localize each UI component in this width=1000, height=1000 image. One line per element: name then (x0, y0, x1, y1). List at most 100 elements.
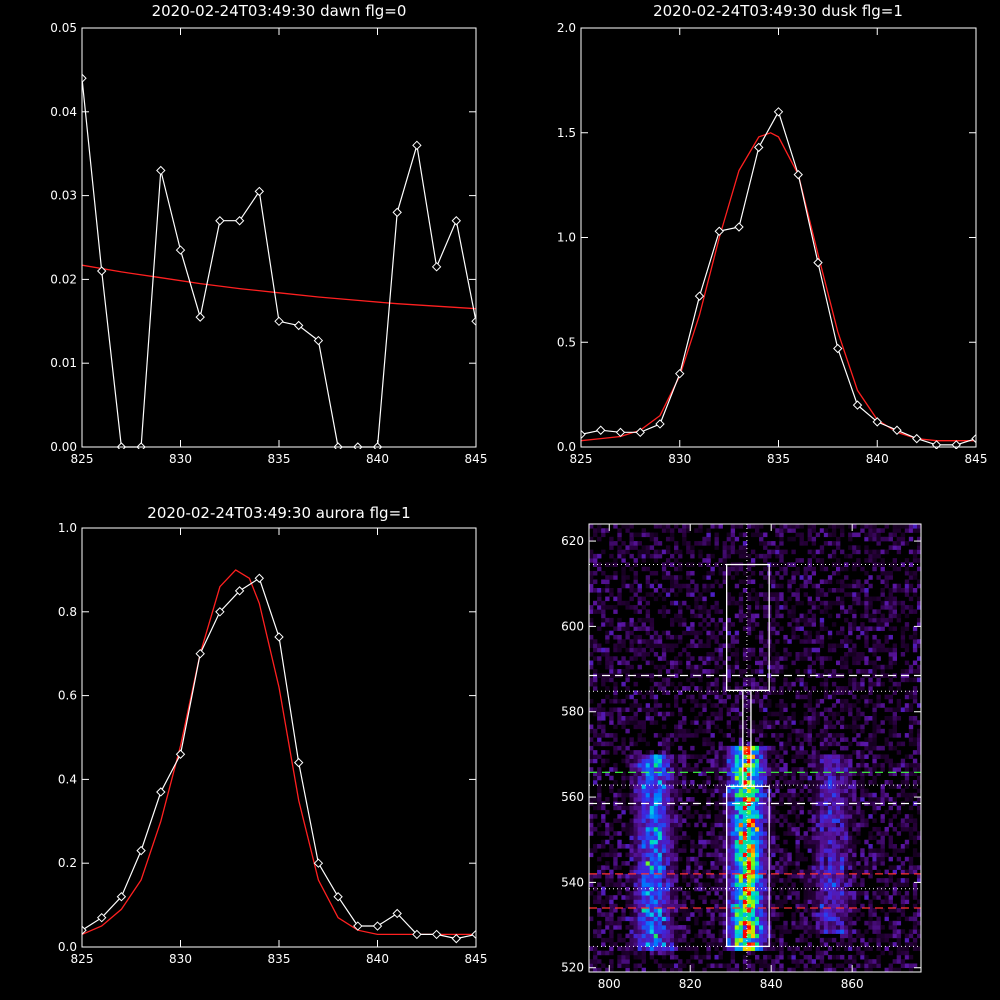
heatmap-cell (787, 946, 792, 951)
heatmap-cell (746, 831, 752, 836)
heatmap-cell (714, 818, 719, 823)
heatmap-cell (892, 762, 898, 768)
heatmap-cell (738, 613, 744, 619)
data-point (96, 912, 107, 923)
heatmap-cell (852, 856, 857, 862)
heatmap-cell (601, 652, 606, 657)
heatmap-cell (678, 634, 683, 640)
heatmap-cell (759, 805, 764, 811)
heatmap-cell (710, 583, 715, 589)
heatmap-cell (617, 886, 622, 892)
heatmap-cell (629, 583, 634, 589)
heatmap-cell (759, 899, 764, 905)
heatmap-cell (840, 780, 845, 785)
heatmap-cell (637, 826, 642, 832)
heatmap-cell (791, 754, 796, 759)
heatmap-cell (823, 792, 829, 798)
heatmap-cell (775, 912, 780, 917)
heatmap-cell (629, 848, 634, 853)
heatmap-cell (710, 669, 715, 674)
heatmap-cell (763, 592, 768, 597)
y-tick-label: 0.02 (50, 272, 77, 286)
heatmap-cell (759, 669, 764, 674)
heatmap-cell (629, 865, 634, 870)
heatmap-cell (722, 908, 727, 913)
heatmap-cell (710, 681, 715, 687)
heatmap-cell (674, 831, 679, 836)
heatmap-cell (625, 805, 630, 811)
heatmap-cell (730, 745, 736, 751)
heatmap-cell (589, 588, 594, 593)
heatmap-cell (746, 630, 752, 636)
heatmap-cell (746, 626, 752, 631)
heatmap-cell (645, 844, 651, 849)
heatmap-cell (742, 758, 748, 764)
heatmap-cell (823, 878, 829, 883)
x-tick-label: 830 (169, 952, 192, 966)
heatmap-cell (750, 558, 756, 563)
heatmap-cell (686, 873, 691, 879)
heatmap-cell (815, 895, 821, 900)
heatmap-cell (763, 767, 768, 772)
heatmap-cell (779, 942, 784, 947)
heatmap-cell (811, 570, 817, 576)
heatmap-cell (884, 797, 889, 802)
heatmap-cell (811, 869, 817, 875)
heatmap-cell (661, 788, 667, 794)
heatmap-cell (823, 882, 829, 887)
heatmap-cell (726, 694, 732, 700)
heatmap-cell (807, 788, 812, 794)
heatmap-cell (827, 878, 833, 883)
heatmap-cell (621, 908, 626, 913)
heatmap-cell (690, 869, 695, 875)
heatmap-cell (750, 835, 756, 841)
heatmap-cell (726, 566, 732, 572)
data-point (581, 429, 586, 440)
heatmap-cell (916, 831, 922, 836)
heatmap-cell (755, 758, 760, 764)
heatmap-cell (811, 822, 817, 828)
heatmap-cell (807, 694, 812, 700)
heatmap-cell (755, 767, 760, 772)
heatmap-cell (641, 950, 646, 956)
heatmap-cell (896, 916, 902, 922)
heatmap-cell (799, 912, 804, 917)
heatmap-cell (775, 750, 780, 755)
heatmap-cell (848, 831, 853, 836)
heatmap-cell (819, 856, 825, 862)
heatmap-cell (714, 605, 719, 610)
heatmap-cell (835, 942, 841, 947)
heatmap-cell (641, 784, 646, 789)
heatmap-cell (868, 716, 873, 721)
heatmap-cell (726, 801, 732, 806)
heatmap-cell (827, 630, 833, 636)
heatmap-cell (714, 677, 719, 683)
heatmap-cell (597, 588, 602, 593)
heatmap-cell (888, 839, 893, 845)
heatmap-cell (779, 899, 784, 905)
heatmap-cell (819, 681, 825, 687)
heatmap-cell (706, 933, 711, 939)
heatmap-cell (864, 895, 869, 900)
heatmap-cell (625, 954, 630, 960)
heatmap-cell (686, 805, 691, 811)
heatmap-cell (783, 767, 788, 772)
heatmap-cell (690, 673, 695, 678)
heatmap-cell (775, 652, 780, 657)
heatmap-cell (912, 848, 918, 853)
heatmap-cell (637, 771, 642, 777)
heatmap-cell (807, 925, 812, 930)
heatmap-cell (912, 916, 918, 922)
heatmap-cell (811, 724, 817, 730)
heatmap-cell (888, 720, 893, 725)
heatmap-cell (589, 617, 594, 623)
heatmap-cell (633, 741, 638, 747)
heatmap-cell (657, 916, 663, 922)
heatmap-cell (641, 639, 646, 644)
heatmap-cell (750, 596, 756, 602)
heatmap-cell (629, 839, 634, 845)
heatmap-cell (674, 848, 679, 853)
heatmap-cell (840, 660, 845, 666)
heatmap-cell (698, 865, 703, 870)
